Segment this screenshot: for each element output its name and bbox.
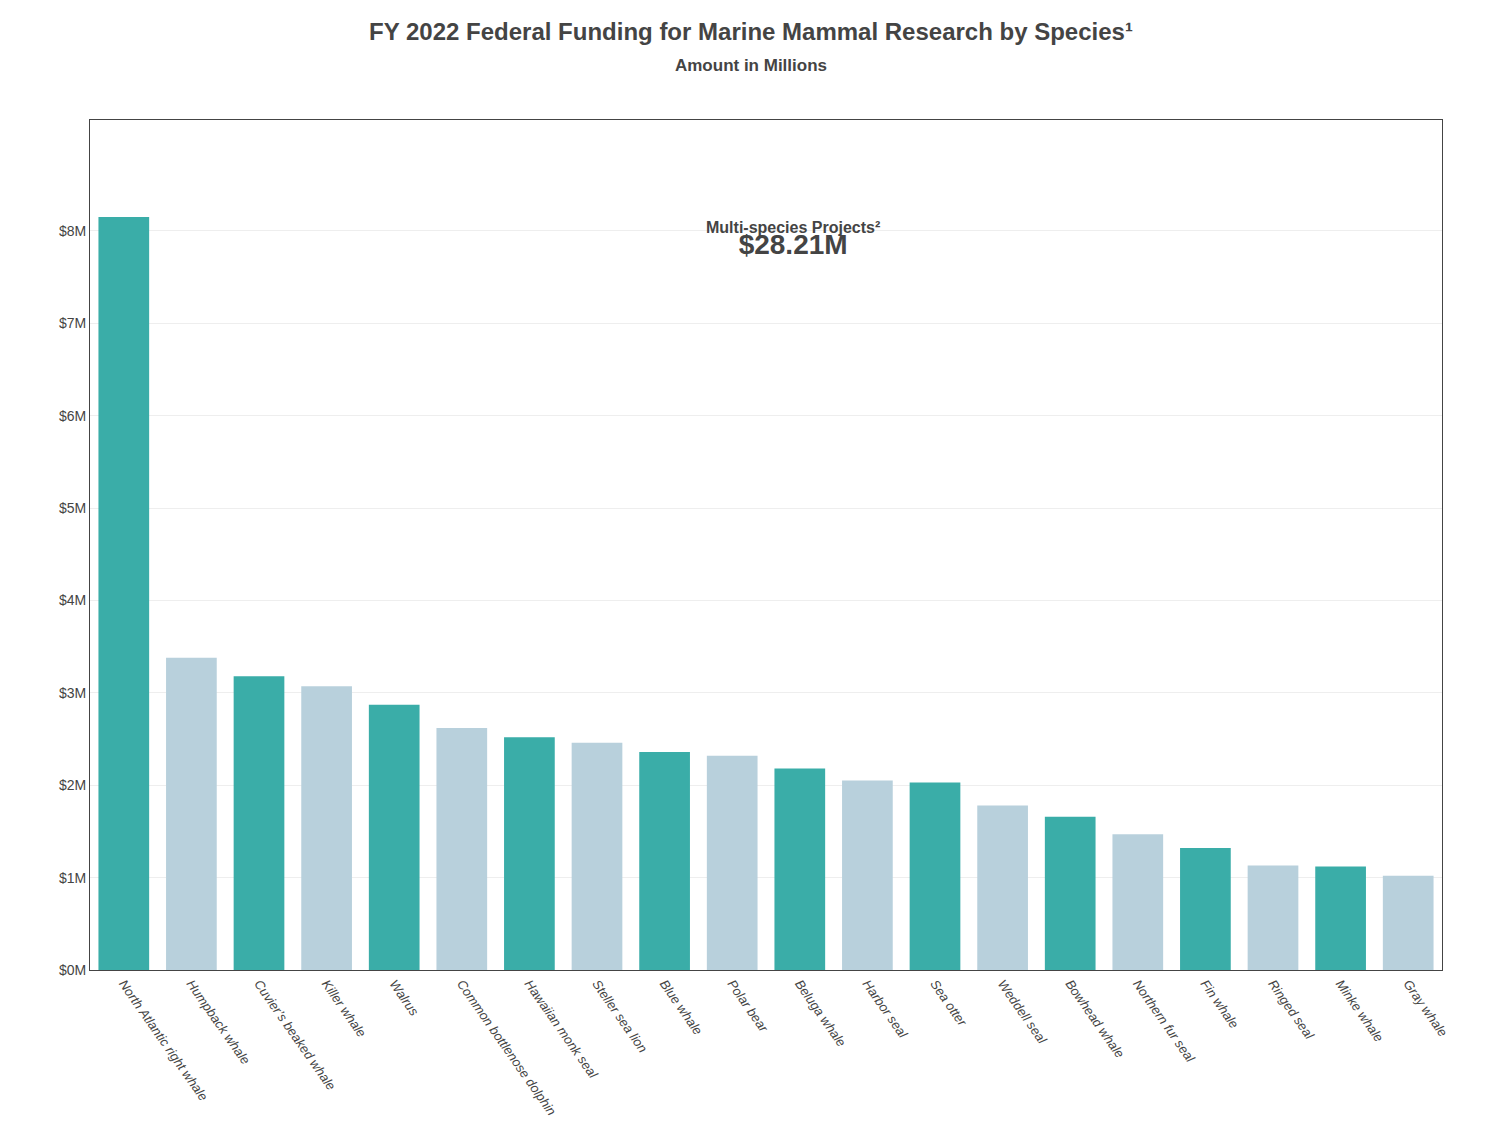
svg-text:Harbor seal: Harbor seal — [860, 977, 911, 1042]
svg-text:Steller sea lion: Steller sea lion — [589, 977, 650, 1055]
svg-text:Multi-species Projects²$28.21M: Multi-species Projects²$28.21M — [706, 219, 880, 260]
svg-text:Sea otter: Sea otter — [927, 977, 970, 1029]
svg-text:$8M: $8M — [59, 223, 86, 239]
svg-text:Blue whale: Blue whale — [657, 977, 706, 1038]
svg-text:Polar bear: Polar bear — [724, 977, 771, 1035]
svg-text:Common bottlenose dolphin: Common bottlenose dolphin — [454, 977, 559, 1118]
svg-text:$3M: $3M — [59, 685, 86, 701]
svg-text:$4M: $4M — [59, 592, 86, 608]
svg-text:$6M: $6M — [59, 408, 86, 424]
svg-text:Cuvier’s beaked whale: Cuvier’s beaked whale — [251, 977, 338, 1093]
svg-text:$7M: $7M — [59, 315, 86, 331]
svg-text:Northern fur seal: Northern fur seal — [1130, 977, 1198, 1066]
svg-text:$2M: $2M — [59, 777, 86, 793]
svg-text:$1M: $1M — [59, 870, 86, 886]
svg-text:Fin whale: Fin whale — [1198, 977, 1242, 1031]
svg-text:Humpback whale: Humpback whale — [184, 977, 253, 1067]
svg-text:$0M: $0M — [59, 962, 86, 978]
svg-text:Weddell seal: Weddell seal — [995, 977, 1050, 1047]
svg-text:FY 2022 Federal Funding for Ma: FY 2022 Federal Funding for Marine Mamma… — [369, 18, 1133, 75]
svg-text:Gray whale: Gray whale — [1400, 977, 1450, 1039]
svg-text:North Atlantic right whale: North Atlantic right whale — [116, 977, 211, 1104]
svg-text:Ringed seal: Ringed seal — [1265, 977, 1317, 1043]
svg-text:Beluga whale: Beluga whale — [792, 977, 849, 1050]
svg-text:Bowhead whale: Bowhead whale — [1062, 977, 1127, 1061]
svg-text:$5M: $5M — [59, 500, 86, 516]
svg-text:Killer whale: Killer whale — [319, 977, 369, 1040]
svg-text:Minke whale: Minke whale — [1333, 977, 1387, 1045]
svg-text:Hawaiian monk seal: Hawaiian monk seal — [522, 977, 602, 1082]
svg-text:Walrus: Walrus — [386, 977, 422, 1019]
